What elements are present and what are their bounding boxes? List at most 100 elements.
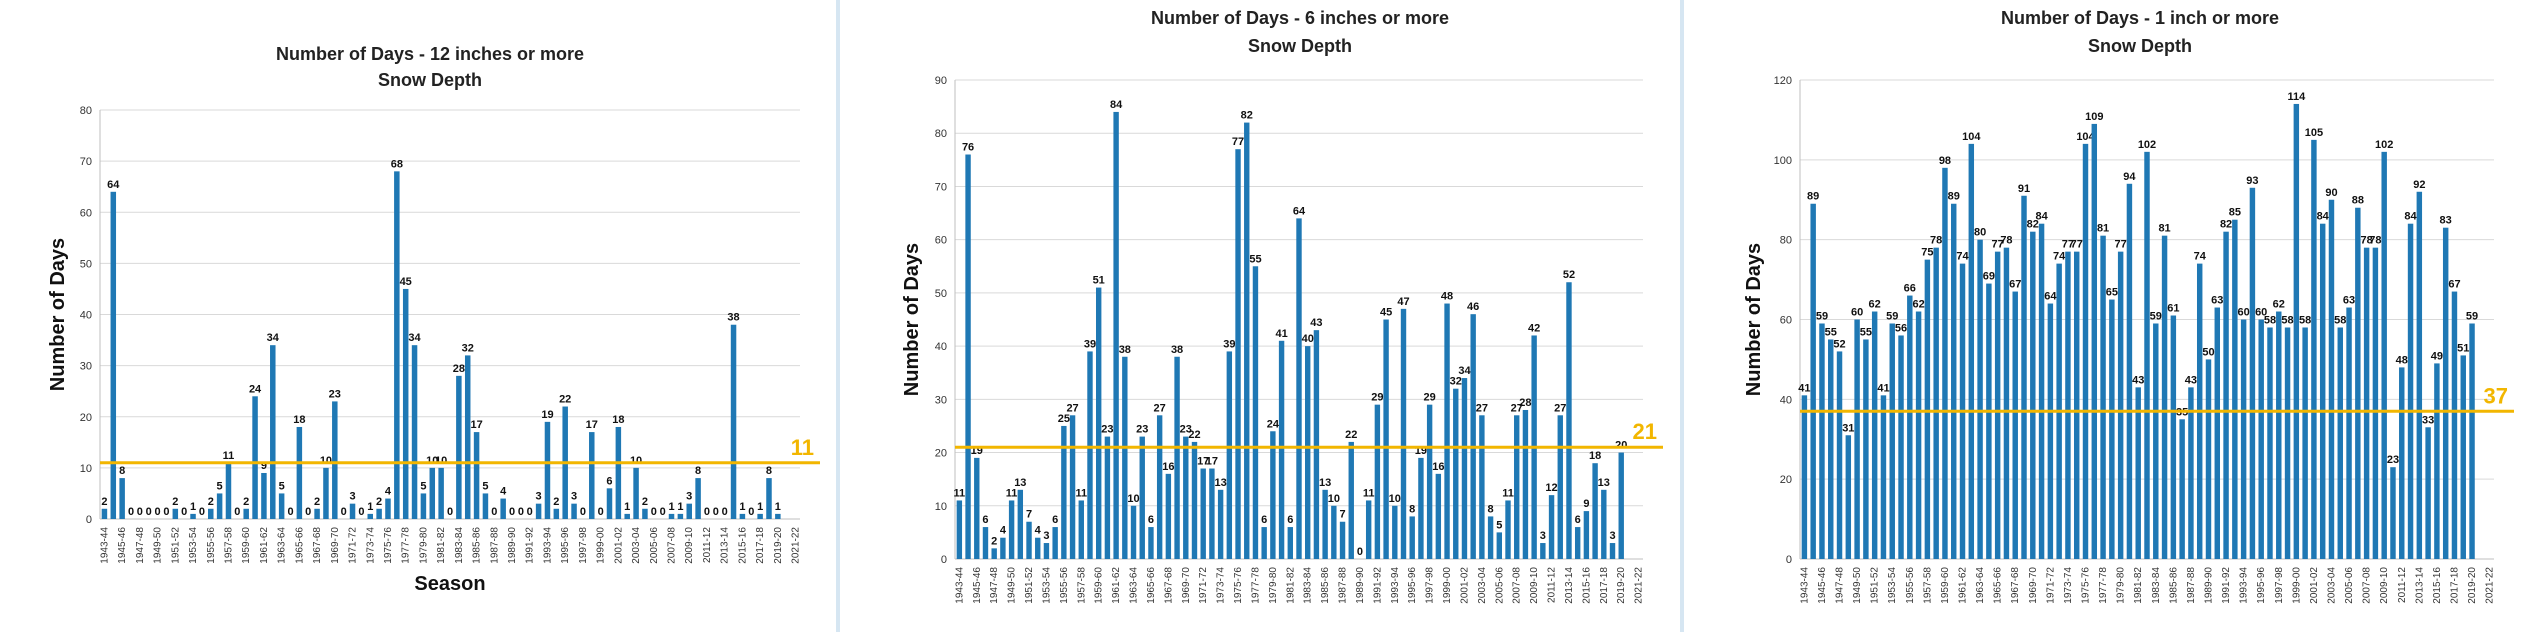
y-tick-label: 80 [80, 105, 92, 117]
data-label: 9 [261, 460, 267, 472]
bar [2091, 123, 2098, 560]
bar [1915, 311, 1922, 559]
bar [1122, 356, 1128, 559]
y-tick-label: 60 [80, 207, 92, 219]
x-tick-label: 2013-14 [720, 527, 731, 564]
data-label: 84 [1110, 99, 1123, 111]
data-label: 27 [1066, 402, 1078, 414]
data-label: 38 [1171, 344, 1183, 356]
data-label: 39 [1084, 338, 1096, 350]
x-tick-label: 1999-00 [1442, 567, 1453, 604]
bar [1548, 495, 1555, 559]
bar [2355, 207, 2361, 559]
y-tick-label: 0 [1786, 554, 1792, 566]
x-tick-label: 1983-84 [1303, 567, 1314, 604]
data-label: 0 [199, 506, 205, 518]
data-label: 38 [1119, 344, 1131, 356]
data-label: 5 [482, 480, 488, 492]
data-label: 46 [1467, 301, 1479, 313]
x-tick-label: 1963-64 [1975, 567, 1986, 604]
bar [2082, 143, 2089, 559]
x-tick-label: 2011-12 [2397, 567, 2408, 603]
x-tick-label: 1973-74 [1216, 567, 1227, 604]
data-label: 104 [2076, 131, 2095, 143]
bar [1400, 308, 1407, 559]
data-label: 49 [2431, 350, 2443, 362]
data-label: 11 [1502, 487, 1514, 499]
bar [1924, 259, 1931, 559]
bar [1828, 339, 1834, 559]
x-tick-label: 2003-04 [1477, 567, 1488, 604]
data-label: 60 [1851, 307, 1863, 319]
chart-subtitle: Snow Depth [378, 70, 482, 90]
x-tick-label: 1977-78 [2098, 567, 2109, 604]
bar [615, 426, 622, 519]
data-label: 3 [686, 491, 692, 503]
y-tick-label: 40 [935, 341, 947, 353]
bar [1453, 388, 1459, 559]
data-label: 50 [2202, 346, 2214, 358]
data-label: 90 [2325, 187, 2337, 199]
data-label: 66 [1904, 283, 1916, 295]
bar [1854, 319, 1860, 559]
bar [2205, 359, 2212, 559]
data-label: 1 [624, 501, 630, 513]
data-label: 58 [2334, 314, 2346, 326]
data-label: 17 [1206, 456, 1218, 468]
bar [1383, 319, 1389, 559]
chart-title: Number of Days - 12 inches or more [276, 44, 584, 64]
bar [642, 508, 648, 519]
y-tick-label: 60 [1780, 315, 1792, 327]
x-tick-label: 1957-58 [1922, 567, 1933, 604]
x-tick-label: 2005-06 [2344, 567, 2355, 604]
data-label: 5 [1496, 519, 1502, 531]
data-label: 8 [1409, 503, 1415, 515]
data-label: 59 [1886, 310, 1898, 322]
data-label: 6 [606, 475, 612, 487]
x-tick-label: 2007-08 [1512, 567, 1523, 604]
y-tick-label: 100 [1774, 155, 1792, 167]
bar [2390, 467, 2396, 559]
bar [2117, 251, 2124, 559]
data-label: 83 [2440, 215, 2452, 227]
data-label: 92 [2413, 179, 2425, 191]
bar [119, 478, 125, 519]
data-label: 1 [190, 501, 196, 513]
data-label: 84 [2404, 211, 2417, 223]
bar [420, 493, 427, 519]
bar [1104, 436, 1111, 559]
bar [402, 288, 409, 519]
data-label: 13 [1014, 477, 1026, 489]
x-tick-label: 1997-98 [578, 527, 589, 564]
bar [606, 488, 613, 519]
bar [1487, 516, 1494, 559]
x-tick-label: 1959-60 [1094, 567, 1105, 604]
bar [1235, 149, 1241, 559]
x-tick-label: 1975-76 [1233, 567, 1244, 604]
bar [2073, 251, 2080, 559]
data-label: 38 [727, 312, 739, 324]
x-tick-label: 2013-14 [2414, 567, 2425, 604]
data-label: 105 [2305, 127, 2323, 139]
data-label: 0 [713, 506, 719, 518]
y-tick-label: 90 [935, 75, 947, 87]
x-tick-label: 1947-48 [989, 567, 1000, 604]
y-tick-label: 30 [935, 394, 947, 406]
x-tick-label: 1983-84 [454, 527, 465, 564]
x-tick-label: 1991-92 [1372, 567, 1383, 604]
bar [349, 503, 356, 519]
data-label: 48 [2396, 354, 2408, 366]
data-label: 82 [2220, 219, 2232, 231]
x-tick-label: 2017-18 [2449, 567, 2460, 604]
bar [2381, 151, 2387, 559]
x-tick-label: 1959-60 [241, 527, 252, 564]
bar [1522, 409, 1529, 559]
bar [1898, 335, 1904, 559]
x-tick-label: 2015-16 [1581, 567, 1592, 604]
x-tick-label: 1943-44 [1799, 567, 1810, 604]
x-tick-label: 1949-50 [1007, 567, 1018, 604]
data-label: 0 [234, 506, 240, 518]
x-tick-label: 1989-90 [1355, 567, 1366, 604]
chart-panel-6-inch: Number of Days - 6 inches or more Snow De… [880, 0, 1680, 620]
data-label: 0 [341, 506, 347, 518]
